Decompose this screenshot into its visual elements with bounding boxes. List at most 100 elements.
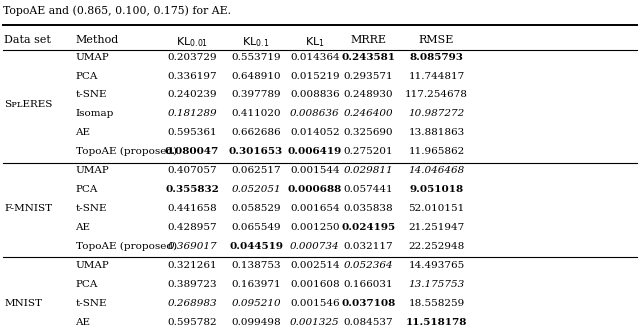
Text: AE: AE bbox=[76, 128, 90, 137]
Text: 0.181289: 0.181289 bbox=[167, 109, 217, 119]
Text: 0.015219: 0.015219 bbox=[290, 71, 340, 81]
Text: 9.051018: 9.051018 bbox=[410, 185, 463, 194]
Text: 0.044519: 0.044519 bbox=[229, 242, 283, 251]
Text: 11.965862: 11.965862 bbox=[408, 147, 465, 156]
Text: 18.558259: 18.558259 bbox=[408, 298, 465, 308]
Text: $\mathrm{KL}_{1}$: $\mathrm{KL}_{1}$ bbox=[305, 35, 324, 49]
Text: 0.037108: 0.037108 bbox=[342, 298, 396, 308]
Text: TopoAE (proposed): TopoAE (proposed) bbox=[76, 242, 177, 251]
Text: t-SNE: t-SNE bbox=[76, 298, 107, 308]
Text: 0.275201: 0.275201 bbox=[344, 147, 394, 156]
Text: 21.251947: 21.251947 bbox=[408, 223, 465, 232]
Text: 0.052364: 0.052364 bbox=[344, 261, 394, 270]
Text: Isomap: Isomap bbox=[76, 109, 114, 119]
Text: 0.166031: 0.166031 bbox=[344, 280, 394, 289]
Text: 0.441658: 0.441658 bbox=[167, 204, 217, 213]
Text: UMAP: UMAP bbox=[76, 166, 109, 175]
Text: 0.268983: 0.268983 bbox=[167, 298, 217, 308]
Text: 117.254678: 117.254678 bbox=[405, 90, 468, 100]
Text: AE: AE bbox=[76, 223, 90, 232]
Text: 0.099498: 0.099498 bbox=[231, 317, 281, 327]
Text: MNIST: MNIST bbox=[4, 298, 42, 308]
Text: 0.001608: 0.001608 bbox=[290, 280, 340, 289]
Text: 0.058529: 0.058529 bbox=[231, 204, 281, 213]
Text: 0.248930: 0.248930 bbox=[344, 90, 394, 100]
Text: 0.336197: 0.336197 bbox=[167, 71, 217, 81]
Text: UMAP: UMAP bbox=[76, 52, 109, 62]
Text: 0.407057: 0.407057 bbox=[167, 166, 217, 175]
Text: 0.065549: 0.065549 bbox=[231, 223, 281, 232]
Text: 0.411020: 0.411020 bbox=[231, 109, 281, 119]
Text: 0.001325: 0.001325 bbox=[290, 317, 340, 327]
Text: 0.428957: 0.428957 bbox=[167, 223, 217, 232]
Text: 0.240239: 0.240239 bbox=[167, 90, 217, 100]
Text: PCA: PCA bbox=[76, 185, 98, 194]
Text: t-SNE: t-SNE bbox=[76, 204, 107, 213]
Text: 0.057441: 0.057441 bbox=[344, 185, 394, 194]
Text: 10.987272: 10.987272 bbox=[408, 109, 465, 119]
Text: Method: Method bbox=[76, 35, 119, 45]
Text: 0.595361: 0.595361 bbox=[167, 128, 217, 137]
Text: 0.008636: 0.008636 bbox=[290, 109, 340, 119]
Text: 14.046468: 14.046468 bbox=[408, 166, 465, 175]
Text: 0.138753: 0.138753 bbox=[231, 261, 281, 270]
Text: PCA: PCA bbox=[76, 71, 98, 81]
Text: 0.595782: 0.595782 bbox=[167, 317, 217, 327]
Text: 8.085793: 8.085793 bbox=[410, 52, 463, 62]
Text: 22.252948: 22.252948 bbox=[408, 242, 465, 251]
Text: 0.014364: 0.014364 bbox=[290, 52, 340, 62]
Text: 0.014052: 0.014052 bbox=[290, 128, 340, 137]
Text: 0.389723: 0.389723 bbox=[167, 280, 217, 289]
Text: 0.035838: 0.035838 bbox=[344, 204, 394, 213]
Text: UMAP: UMAP bbox=[76, 261, 109, 270]
Text: AE: AE bbox=[76, 317, 90, 327]
Text: t-SNE: t-SNE bbox=[76, 90, 107, 100]
Text: 14.493765: 14.493765 bbox=[408, 261, 465, 270]
Text: 0.062517: 0.062517 bbox=[231, 166, 281, 175]
Text: 0.301653: 0.301653 bbox=[229, 147, 283, 156]
Text: 0.032117: 0.032117 bbox=[344, 242, 394, 251]
Text: 0.052051: 0.052051 bbox=[231, 185, 281, 194]
Text: 0.369017: 0.369017 bbox=[167, 242, 217, 251]
Text: 0.001654: 0.001654 bbox=[290, 204, 340, 213]
Text: MRRE: MRRE bbox=[351, 35, 387, 45]
Text: 0.553719: 0.553719 bbox=[231, 52, 281, 62]
Text: 0.080047: 0.080047 bbox=[165, 147, 219, 156]
Text: 0.001546: 0.001546 bbox=[290, 298, 340, 308]
Text: 0.203729: 0.203729 bbox=[167, 52, 217, 62]
Text: $\mathrm{KL}_{0.1}$: $\mathrm{KL}_{0.1}$ bbox=[243, 35, 269, 49]
Text: RMSE: RMSE bbox=[419, 35, 454, 45]
Text: 0.024195: 0.024195 bbox=[342, 223, 396, 232]
Text: 13.175753: 13.175753 bbox=[408, 280, 465, 289]
Text: 0.002514: 0.002514 bbox=[290, 261, 340, 270]
Text: F-MNIST: F-MNIST bbox=[4, 204, 52, 213]
Text: TopoAE and (0.865, 0.100, 0.175) for AE.: TopoAE and (0.865, 0.100, 0.175) for AE. bbox=[3, 5, 231, 16]
Text: $\mathrm{KL}_{0.01}$: $\mathrm{KL}_{0.01}$ bbox=[176, 35, 208, 49]
Text: 13.881863: 13.881863 bbox=[408, 128, 465, 137]
Text: 0.321261: 0.321261 bbox=[167, 261, 217, 270]
Text: 0.662686: 0.662686 bbox=[231, 128, 281, 137]
Text: 0.163971: 0.163971 bbox=[231, 280, 281, 289]
Text: 0.293571: 0.293571 bbox=[344, 71, 394, 81]
Text: 0.355832: 0.355832 bbox=[165, 185, 219, 194]
Text: 0.001544: 0.001544 bbox=[290, 166, 340, 175]
Text: 11.744817: 11.744817 bbox=[408, 71, 465, 81]
Text: 52.010151: 52.010151 bbox=[408, 204, 465, 213]
Text: 0.648910: 0.648910 bbox=[231, 71, 281, 81]
Text: Data set: Data set bbox=[4, 35, 51, 45]
Text: 0.006419: 0.006419 bbox=[288, 147, 342, 156]
Text: 0.246400: 0.246400 bbox=[344, 109, 394, 119]
Text: 0.243581: 0.243581 bbox=[342, 52, 396, 62]
Text: 0.095210: 0.095210 bbox=[231, 298, 281, 308]
Text: 0.397789: 0.397789 bbox=[231, 90, 281, 100]
Text: 0.084537: 0.084537 bbox=[344, 317, 394, 327]
Text: 0.000734: 0.000734 bbox=[290, 242, 340, 251]
Text: 0.001250: 0.001250 bbox=[290, 223, 340, 232]
Text: 11.518178: 11.518178 bbox=[406, 317, 467, 327]
Text: SᴘʟERES: SᴘʟERES bbox=[4, 100, 53, 109]
Text: 0.325690: 0.325690 bbox=[344, 128, 394, 137]
Text: 0.008836: 0.008836 bbox=[290, 90, 340, 100]
Text: 0.000688: 0.000688 bbox=[288, 185, 342, 194]
Text: TopoAE (proposed): TopoAE (proposed) bbox=[76, 147, 177, 156]
Text: PCA: PCA bbox=[76, 280, 98, 289]
